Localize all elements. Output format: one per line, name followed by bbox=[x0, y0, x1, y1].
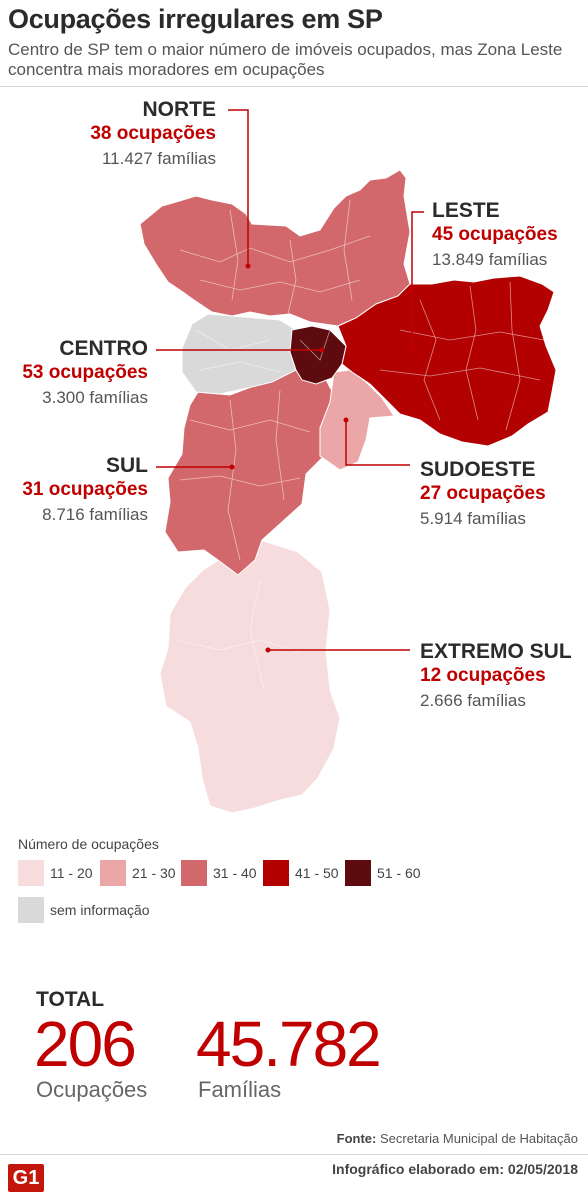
region-label-centro: CENTRO 53 ocupações 3.300 famílias bbox=[22, 337, 148, 411]
sao-paulo-map bbox=[139, 109, 557, 814]
legend-label: 51 - 60 bbox=[377, 865, 421, 881]
credit-note: Infográfico elaborado em: 02/05/2018 bbox=[332, 1161, 578, 1177]
map-region-leste bbox=[337, 275, 557, 447]
footer-divider bbox=[0, 1154, 588, 1155]
region-label-extremo-sul: EXTREMO SUL 12 ocupações 2.666 famílias bbox=[420, 640, 572, 714]
legend-swatch bbox=[18, 860, 44, 886]
region-name: SUDOESTE bbox=[420, 458, 536, 481]
district-borders bbox=[175, 199, 545, 691]
legend-swatch bbox=[18, 897, 44, 923]
legend-swatch bbox=[345, 860, 371, 886]
region-occupations: 12 ocupações bbox=[420, 665, 546, 686]
region-families: 11.427 famílias bbox=[101, 149, 216, 168]
total-label: TOTAL bbox=[36, 988, 105, 1011]
legend-swatch bbox=[181, 860, 207, 886]
legend-item: 11 - 20 bbox=[18, 860, 93, 886]
region-name: LESTE bbox=[432, 199, 500, 222]
legend-label: 31 - 40 bbox=[213, 865, 257, 881]
legend-label: 21 - 30 bbox=[132, 865, 176, 881]
map-region-centro bbox=[289, 325, 347, 385]
map-region-sudoeste bbox=[319, 369, 395, 471]
region-families: 2.666 famílias bbox=[420, 691, 526, 710]
leader-dots bbox=[229, 263, 415, 653]
legend-label: 41 - 50 bbox=[295, 865, 339, 881]
region-label-norte: NORTE 38 ocupações 11.427 famílias bbox=[90, 98, 216, 172]
legend-item-no-info: sem informação bbox=[18, 897, 150, 923]
map-region-extremo-sul bbox=[159, 539, 341, 814]
leader-lines bbox=[156, 109, 424, 651]
region-families: 8.716 famílias bbox=[42, 505, 148, 524]
map-region-sul bbox=[164, 369, 335, 576]
region-occupations: 27 ocupações bbox=[420, 483, 546, 504]
legend-title: Número de ocupações bbox=[18, 836, 159, 852]
region-occupations: 38 ocupações bbox=[90, 123, 216, 144]
region-families: 13.849 famílias bbox=[432, 250, 548, 269]
g1-logo: G1 bbox=[8, 1164, 44, 1192]
region-label-sudoeste: SUDOESTE 27 ocupações 5.914 famílias bbox=[420, 458, 546, 532]
source-label: Fonte: bbox=[336, 1131, 377, 1146]
total-occupations-label: Ocupações bbox=[36, 1077, 148, 1102]
region-name: EXTREMO SUL bbox=[420, 640, 572, 663]
legend-label: 11 - 20 bbox=[50, 865, 93, 881]
legend-swatch bbox=[100, 860, 126, 886]
infographic-title: Ocupações irregulares em SP bbox=[8, 4, 383, 34]
region-name: CENTRO bbox=[59, 337, 148, 360]
region-occupations: 45 ocupações bbox=[432, 224, 558, 245]
legend-item: 21 - 30 bbox=[100, 860, 176, 886]
infographic-subtitle: Centro de SP tem o maior número de imóve… bbox=[8, 40, 563, 79]
region-families: 5.914 famílias bbox=[420, 509, 526, 528]
source-note: Fonte: Secretaria Municipal de Habitação bbox=[337, 1131, 578, 1146]
region-families: 3.300 famílias bbox=[42, 388, 148, 407]
legend-swatch bbox=[263, 860, 289, 886]
region-label-sul: SUL 31 ocupações 8.716 famílias bbox=[22, 454, 148, 528]
region-label-leste: LESTE 45 ocupações 13.849 famílias bbox=[432, 199, 558, 273]
legend-item: 31 - 40 bbox=[181, 860, 257, 886]
region-name: SUL bbox=[106, 454, 148, 477]
legend-item: 51 - 60 bbox=[345, 860, 421, 886]
map-region-norte bbox=[139, 169, 411, 327]
region-occupations: 31 ocupações bbox=[22, 479, 148, 500]
region-name: NORTE bbox=[142, 98, 217, 121]
source-text: Secretaria Municipal de Habitação bbox=[380, 1131, 578, 1146]
total-occupations-value: 206 bbox=[34, 1008, 137, 1080]
header-divider bbox=[0, 86, 588, 87]
legend-item: 41 - 50 bbox=[263, 860, 339, 886]
total-families-label: Famílias bbox=[198, 1077, 282, 1102]
total-families-value: 45.782 bbox=[196, 1008, 382, 1080]
region-occupations: 53 ocupações bbox=[22, 362, 148, 383]
legend-label: sem informação bbox=[50, 902, 150, 918]
